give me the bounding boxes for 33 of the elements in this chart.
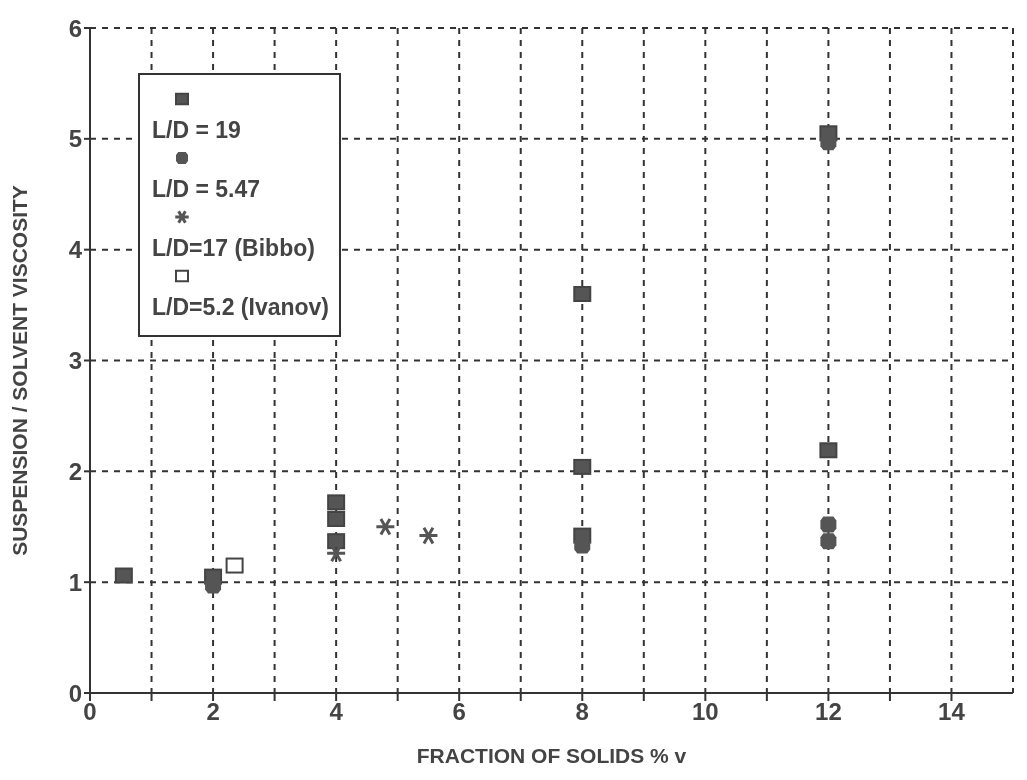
point: [114, 567, 133, 584]
legend-label: L/D = 19: [152, 117, 242, 144]
point: [820, 516, 837, 533]
point: [374, 517, 396, 537]
y-tick-label: 3: [68, 347, 82, 375]
point: [325, 544, 347, 563]
point: [327, 533, 346, 550]
legend-label: L/D=17 (Bibbo): [152, 235, 316, 262]
point: [573, 458, 592, 475]
legend-label: L/D=5.2 (Ivanov): [152, 294, 330, 321]
y-tick-label: 6: [68, 14, 82, 42]
x-tick-label: 4: [329, 698, 344, 726]
legend-label: L/D = 5.47: [152, 176, 262, 203]
y-tick-label: 2: [68, 457, 82, 485]
y-axis-title: SUSPENSION / SOLVENT VISCOSITY: [8, 185, 32, 556]
x-tick-label: 2: [206, 698, 220, 726]
x-axis-title: FRACTION OF SOLIDS % v: [416, 744, 687, 767]
y-tick-label: 1: [68, 568, 82, 596]
point: [417, 526, 439, 545]
point: [327, 494, 346, 511]
x-tick-label: 14: [938, 698, 966, 726]
y-tick-label: 5: [68, 125, 82, 153]
x-tick-label: 8: [575, 698, 589, 726]
x-tick-label: 10: [691, 698, 719, 726]
point: [573, 286, 592, 302]
y-tick-label: 0: [68, 679, 82, 707]
x-tick-label: 6: [452, 698, 466, 726]
point: [819, 442, 838, 459]
x-tick-label: 12: [815, 698, 842, 726]
point: [820, 533, 837, 550]
point: [327, 510, 346, 527]
point: [225, 557, 244, 574]
y-tick-label: 4: [68, 236, 83, 264]
